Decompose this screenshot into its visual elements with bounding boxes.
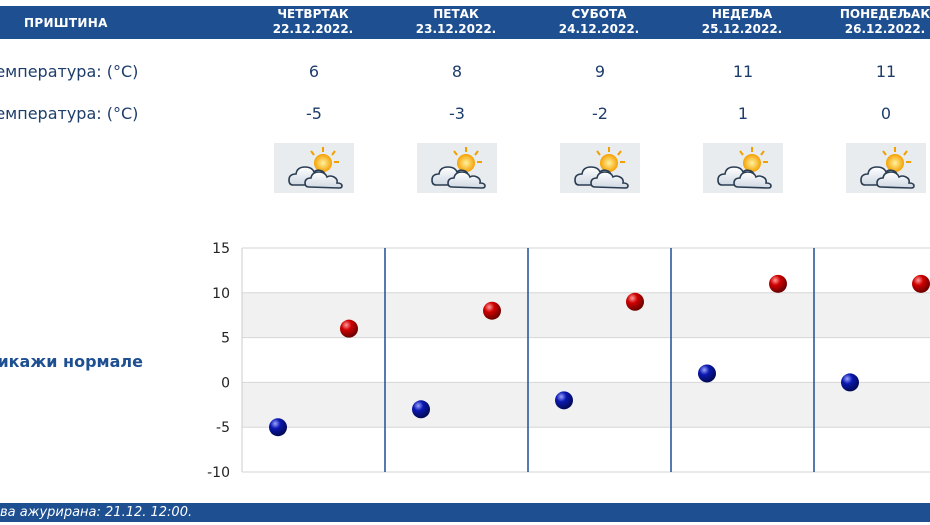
day-name: НЕДЕЉА bbox=[711, 7, 773, 21]
grid-band bbox=[242, 382, 930, 428]
forecast-header: ПРИШТИНА ЧЕТВРТАК 22.12.2022. ПЕТАК 23.1… bbox=[0, 6, 930, 39]
min-temp-label: температура: (°C) bbox=[0, 104, 139, 123]
max-temp-point bbox=[912, 274, 930, 293]
min-temp-value: -2 bbox=[592, 104, 608, 123]
max-temp-point bbox=[626, 292, 644, 311]
day-name: ПОНЕДЕЉАК bbox=[839, 7, 930, 21]
min-temp-point bbox=[698, 364, 716, 383]
y-tick-label: 5 bbox=[221, 331, 230, 347]
update-footer: ва ажурирана: 21.12. 12:00. bbox=[0, 503, 930, 522]
min-temp-point bbox=[841, 373, 859, 392]
day-header-4: НЕДЕЉА 25.12.2022. bbox=[667, 7, 817, 37]
updated-text: ва ажурирана: 21.12. 12:00. bbox=[0, 505, 193, 520]
max-temp-point bbox=[769, 274, 787, 293]
max-temp-point bbox=[340, 319, 358, 338]
max-temp-value: 11 bbox=[732, 62, 754, 81]
day-name: СУБОТА bbox=[571, 7, 627, 21]
partly-cloudy-icon bbox=[274, 143, 354, 193]
min-temp-value: 1 bbox=[737, 104, 749, 123]
max-temp-label: температура: (°C) bbox=[0, 62, 139, 81]
day-date: 23.12.2022. bbox=[415, 22, 497, 36]
day-date: 22.12.2022. bbox=[272, 22, 354, 36]
max-temp-value: 6 bbox=[308, 62, 320, 81]
partly-cloudy-icon bbox=[417, 143, 497, 193]
max-temp-value: 11 bbox=[875, 62, 897, 81]
min-temp-point bbox=[412, 400, 430, 419]
y-tick-label: 10 bbox=[212, 286, 230, 302]
day-name: ПЕТАК bbox=[433, 7, 479, 21]
temperature-chart: 15 10 5 0 -5 -10 bbox=[207, 241, 930, 481]
city-name: ПРИШТИНА bbox=[24, 16, 108, 30]
min-temp-value: -5 bbox=[306, 104, 322, 123]
y-tick-label: -5 bbox=[216, 420, 230, 436]
y-tick-label: -10 bbox=[207, 465, 230, 481]
partly-cloudy-icon bbox=[846, 143, 926, 193]
day-name: ЧЕТВРТАК bbox=[277, 7, 349, 21]
min-temp-value: -3 bbox=[449, 104, 465, 123]
max-temp-point bbox=[483, 301, 501, 320]
y-tick-label: 0 bbox=[221, 375, 230, 391]
max-temp-value: 9 bbox=[594, 62, 606, 81]
day-date: 26.12.2022. bbox=[844, 22, 926, 36]
day-header-1: ЧЕТВРТАК 22.12.2022. bbox=[238, 7, 388, 37]
min-temp-point bbox=[269, 418, 287, 437]
partly-cloudy-icon bbox=[560, 143, 640, 193]
day-header-5: ПОНЕДЕЉАК 26.12.2022. bbox=[810, 7, 930, 37]
min-temp-value: 0 bbox=[880, 104, 892, 123]
partly-cloudy-icon bbox=[703, 143, 783, 193]
day-date: 25.12.2022. bbox=[701, 22, 783, 36]
max-temp-value: 8 bbox=[451, 62, 463, 81]
day-header-3: СУБОТА 24.12.2022. bbox=[524, 7, 674, 37]
show-normals-link[interactable]: рикажи нормале bbox=[0, 352, 143, 371]
day-date: 24.12.2022. bbox=[558, 22, 640, 36]
weather-label: а: bbox=[0, 162, 1, 181]
y-tick-label: 15 bbox=[212, 241, 230, 257]
min-temp-point bbox=[555, 391, 573, 410]
day-header-2: ПЕТАК 23.12.2022. bbox=[381, 7, 531, 37]
